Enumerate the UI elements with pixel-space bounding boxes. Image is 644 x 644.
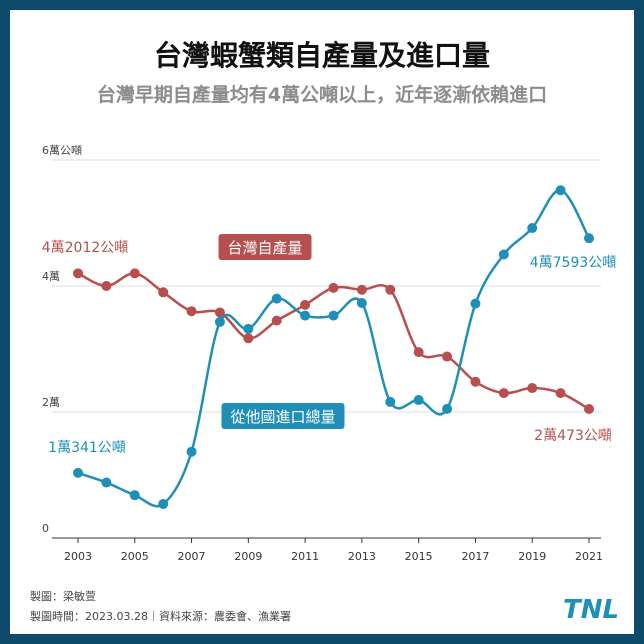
credit-text: 製圖：梁敏萱 <box>30 590 96 603</box>
x-tick-label: 2007 <box>178 550 206 563</box>
infographic-card: 台灣蝦蟹類自產量及進口量 台灣早期自產量均有4萬公噸以上，近年逐漸依賴進口 0 2… <box>10 10 634 634</box>
series-label-domestic: 台灣自產量 <box>227 239 302 257</box>
data-point-domestic <box>584 404 594 415</box>
data-point-import <box>442 403 453 414</box>
x-tick-label: 2005 <box>121 550 149 563</box>
data-point-domestic <box>186 306 197 317</box>
series-label-import: 從他國進口總量 <box>230 408 335 426</box>
data-point-domestic <box>243 333 254 344</box>
data-annotation: 2萬473公噸 <box>534 428 612 444</box>
data-point-import <box>584 233 594 244</box>
series-label-domestic-bg <box>218 234 312 260</box>
data-point-import <box>413 395 424 406</box>
data-point-domestic <box>101 281 112 291</box>
tnl-logo: TNL <box>563 595 619 624</box>
data-point-import <box>356 298 367 309</box>
page-title: 台灣蝦蟹類自產量及進口量 <box>153 39 490 72</box>
data-point-import <box>300 310 311 321</box>
data-point-import <box>555 185 566 196</box>
series-label-import-bg <box>221 403 345 429</box>
x-tick-label: 2017 <box>461 550 489 563</box>
line-chart: 0 2萬 4萬 6萬公噸 2003 2005 2007 2009 2011 2013 2015 201… <box>42 143 617 563</box>
series-line-domestic <box>77 272 590 411</box>
x-tick-label: 2015 <box>405 550 433 563</box>
data-point-import <box>498 249 509 260</box>
data-point-domestic <box>214 307 225 318</box>
data-annotation: 4萬7593公噸 <box>530 255 617 271</box>
data-point-domestic <box>158 287 169 298</box>
data-annotation: 1萬341公噸 <box>48 440 126 456</box>
data-point-import <box>73 467 83 478</box>
data-point-import <box>101 477 112 488</box>
x-tick-label: 2021 <box>575 550 603 563</box>
data-point-domestic <box>555 388 566 399</box>
data-point-import <box>470 298 481 309</box>
data-point-import <box>158 498 169 509</box>
data-point-import <box>527 223 538 234</box>
data-point-import <box>129 490 140 501</box>
y-tick-label: 0 <box>42 522 49 535</box>
y-tick-label: 4萬 <box>42 270 60 283</box>
data-point-import <box>328 310 339 321</box>
logo-text: TNL <box>563 595 619 624</box>
page-subtitle: 台灣早期自產量均有4萬公噸以上，近年逐漸依賴進口 <box>96 84 548 106</box>
data-point-import <box>271 293 282 304</box>
data-point-domestic <box>527 383 538 394</box>
data-point-domestic <box>73 268 83 279</box>
data-point-domestic <box>413 347 424 358</box>
data-point-domestic <box>385 284 396 295</box>
y-tick-label: 6萬公噸 <box>42 143 82 157</box>
x-tick-label: 2013 <box>348 550 376 563</box>
data-point-import <box>214 316 225 327</box>
series-line-import <box>77 189 591 508</box>
data-point-import <box>186 446 197 457</box>
data-annotation: 4萬2012公噸 <box>42 240 129 256</box>
x-tick-label: 2019 <box>518 550 546 563</box>
data-point-domestic <box>498 388 509 399</box>
data-point-domestic <box>271 315 282 326</box>
y-tick-label: 2萬 <box>42 396 60 409</box>
data-point-domestic <box>470 376 481 387</box>
data-point-import <box>385 396 396 407</box>
source-text: 製圖時間：2023.03.28｜資料來源：農委會、漁業署 <box>30 610 291 623</box>
data-point-domestic <box>356 284 367 295</box>
data-point-domestic <box>328 282 339 293</box>
x-tick-label: 2003 <box>64 550 92 563</box>
data-point-domestic <box>442 351 453 362</box>
data-point-import <box>243 323 254 334</box>
x-tick-label: 2011 <box>291 550 319 563</box>
data-point-domestic <box>300 299 311 310</box>
data-point-domestic <box>129 268 140 279</box>
x-tick-label: 2009 <box>234 550 262 563</box>
